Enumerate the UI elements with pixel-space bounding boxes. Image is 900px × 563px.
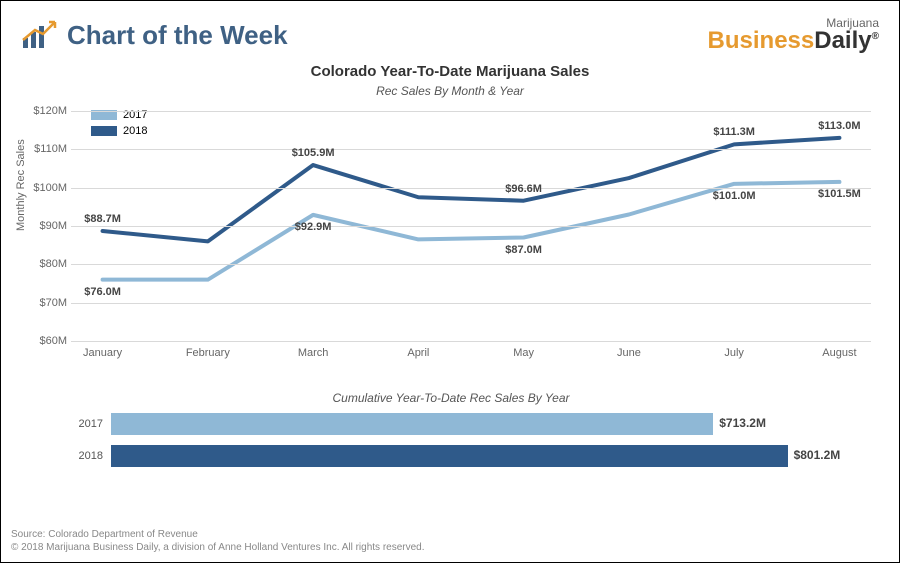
- data-label: $96.6M: [505, 183, 542, 195]
- logo-mjbizdaily: Marijuana BusinessDaily®: [708, 17, 879, 53]
- x-tick-label: January: [83, 347, 122, 359]
- bar-fill: [111, 413, 713, 435]
- y-tick-label: $60M: [17, 335, 67, 347]
- brand-reg: ®: [872, 31, 879, 42]
- source-line: Source: Colorado Department of Revenue: [11, 528, 425, 541]
- bar-value: $713.2M: [719, 416, 766, 430]
- bar-value: $801.2M: [794, 448, 841, 462]
- bar-year: 2018: [71, 450, 111, 462]
- bar-track: $713.2M: [111, 413, 871, 435]
- subtitle-2: Cumulative Year-To-Date Rec Sales By Yea…: [1, 391, 900, 405]
- gridline: [71, 111, 871, 112]
- bar-chart: 2017 $713.2M 2018 $801.2M: [71, 411, 871, 475]
- bar-fill: [111, 445, 788, 467]
- y-tick-label: $110M: [17, 143, 67, 155]
- gridline: [71, 188, 871, 189]
- data-label: $88.7M: [84, 213, 121, 225]
- data-label: $101.5M: [818, 188, 861, 200]
- data-label: $76.0M: [84, 286, 121, 298]
- bar-arrow-icon: [21, 20, 57, 50]
- y-tick-label: $90M: [17, 220, 67, 232]
- gridline: [71, 149, 871, 150]
- x-tick-label: February: [186, 347, 230, 359]
- bar-row: 2018 $801.2M: [71, 443, 871, 469]
- gridline: [71, 303, 871, 304]
- logo-text: Chart of the Week: [67, 20, 288, 51]
- bar-track: $801.2M: [111, 445, 871, 467]
- brand-business: Business: [708, 27, 815, 54]
- y-tick-label: $100M: [17, 182, 67, 194]
- copyright-line: © 2018 Marijuana Business Daily, a divis…: [11, 541, 425, 554]
- bar-row: 2017 $713.2M: [71, 411, 871, 437]
- data-label: $105.9M: [292, 147, 335, 159]
- header: Chart of the Week Marijuana BusinessDail…: [1, 1, 899, 61]
- data-label: $87.0M: [505, 244, 542, 256]
- y-tick-label: $80M: [17, 258, 67, 270]
- brand-daily: Daily: [814, 27, 871, 54]
- plot-area: $60M$70M$80M$90M$100M$110M$120MJanuaryFe…: [71, 111, 871, 341]
- x-tick-label: March: [298, 347, 329, 359]
- data-label: $111.3M: [713, 126, 755, 138]
- x-tick-label: June: [617, 347, 641, 359]
- y-tick-label: $70M: [17, 297, 67, 309]
- gridline: [71, 264, 871, 265]
- footer: Source: Colorado Department of Revenue ©…: [11, 528, 425, 554]
- gridline: [71, 226, 871, 227]
- subtitle-1: Rec Sales By Month & Year: [1, 84, 899, 98]
- x-tick-label: July: [724, 347, 744, 359]
- titles: Colorado Year-To-Date Marijuana Sales Re…: [1, 63, 899, 98]
- line-chart: $60M$70M$80M$90M$100M$110M$120MJanuaryFe…: [71, 111, 871, 371]
- gridline: [71, 341, 871, 342]
- bar-year: 2017: [71, 418, 111, 430]
- data-label: $101.0M: [713, 190, 756, 202]
- x-tick-label: April: [407, 347, 429, 359]
- x-tick-label: May: [513, 347, 534, 359]
- logo-chart-of-week: Chart of the Week: [21, 20, 288, 51]
- data-label: $113.0M: [818, 120, 860, 132]
- x-tick-label: August: [822, 347, 856, 359]
- data-label: $92.9M: [295, 221, 332, 233]
- main-title: Colorado Year-To-Date Marijuana Sales: [1, 63, 899, 80]
- y-tick-label: $120M: [17, 105, 67, 117]
- chart-container: Chart of the Week Marijuana BusinessDail…: [0, 0, 900, 563]
